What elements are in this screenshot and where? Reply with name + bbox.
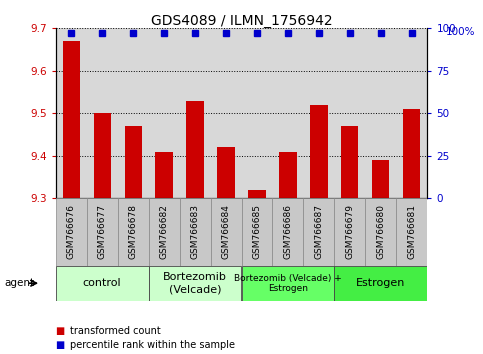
Text: GSM766682: GSM766682 <box>159 204 169 259</box>
Text: GSM766679: GSM766679 <box>345 204 355 259</box>
Text: Bortezomib
(Velcade): Bortezomib (Velcade) <box>163 272 227 294</box>
Text: GSM766681: GSM766681 <box>408 204 416 259</box>
Bar <box>397 198 427 266</box>
Bar <box>242 266 334 301</box>
Bar <box>180 198 211 266</box>
Text: Estrogen: Estrogen <box>356 278 406 288</box>
Text: GDS4089 / ILMN_1756942: GDS4089 / ILMN_1756942 <box>151 14 332 28</box>
Text: GSM766676: GSM766676 <box>67 204 75 259</box>
Text: GSM766687: GSM766687 <box>314 204 324 259</box>
Bar <box>149 266 242 301</box>
Bar <box>303 198 334 266</box>
Text: transformed count: transformed count <box>70 326 161 336</box>
Text: GSM766685: GSM766685 <box>253 204 261 259</box>
Text: GSM766684: GSM766684 <box>222 204 230 259</box>
Bar <box>56 198 86 266</box>
Bar <box>403 109 421 198</box>
Bar <box>149 198 180 266</box>
Bar <box>372 160 389 198</box>
Text: GSM766686: GSM766686 <box>284 204 293 259</box>
Text: ■: ■ <box>56 340 65 350</box>
Bar <box>334 198 366 266</box>
Text: percentile rank within the sample: percentile rank within the sample <box>70 340 235 350</box>
Text: ■: ■ <box>56 326 65 336</box>
Bar <box>280 152 297 198</box>
Text: agent: agent <box>5 278 35 288</box>
Bar <box>248 190 266 198</box>
Text: GSM766683: GSM766683 <box>190 204 199 259</box>
Bar <box>242 198 272 266</box>
Bar <box>341 126 358 198</box>
Text: GSM766680: GSM766680 <box>376 204 385 259</box>
Bar <box>334 266 427 301</box>
Bar <box>366 198 397 266</box>
Bar <box>211 198 242 266</box>
Bar <box>272 198 303 266</box>
Bar <box>217 147 235 198</box>
Text: GSM766677: GSM766677 <box>98 204 107 259</box>
Bar <box>62 41 80 198</box>
Text: GSM766678: GSM766678 <box>128 204 138 259</box>
Bar <box>311 105 327 198</box>
Bar <box>186 101 203 198</box>
Bar <box>156 152 172 198</box>
Bar <box>56 266 149 301</box>
Text: control: control <box>83 278 121 288</box>
Text: Bortezomib (Velcade) +
Estrogen: Bortezomib (Velcade) + Estrogen <box>234 274 342 293</box>
Bar <box>94 113 111 198</box>
Bar <box>86 198 117 266</box>
Bar <box>125 126 142 198</box>
Bar <box>117 198 149 266</box>
Y-axis label: 100%: 100% <box>446 27 476 36</box>
